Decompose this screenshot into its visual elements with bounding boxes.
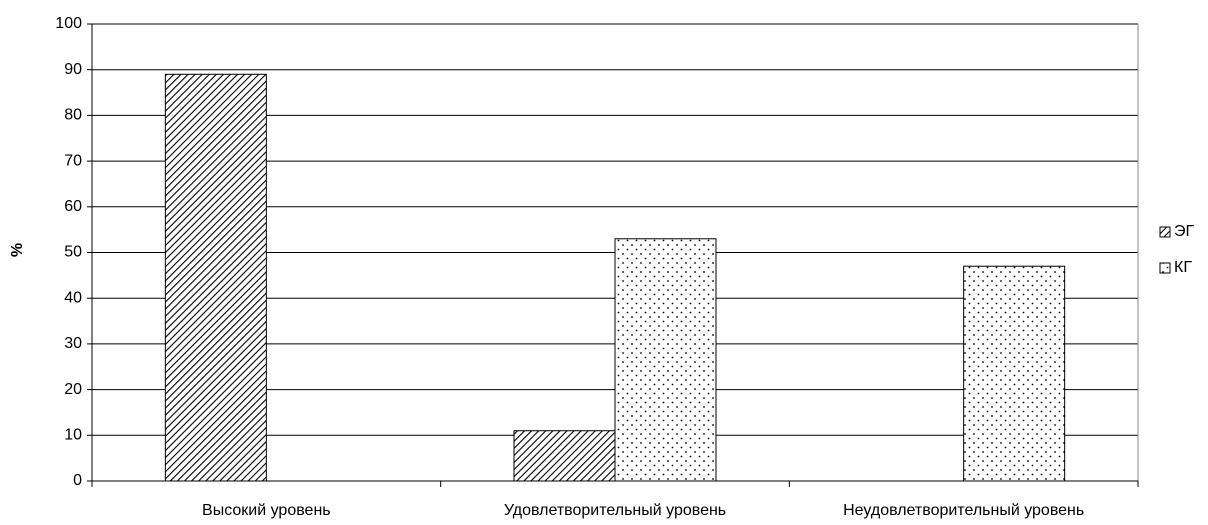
y-tick-label: 40 <box>64 289 82 306</box>
legend-label: КГ <box>1174 259 1192 276</box>
x-tick-label: Неудовлетворительный уровень <box>843 502 1084 519</box>
y-tick-label: 10 <box>64 427 82 444</box>
x-tick-label: Удовлетворительный уровень <box>504 502 726 519</box>
legend-label: ЭГ <box>1174 223 1195 240</box>
y-tick-label: 100 <box>55 15 82 32</box>
legend-swatch <box>1159 262 1171 274</box>
y-tick-label: 20 <box>64 381 82 398</box>
bar <box>963 265 1066 482</box>
y-tick-label: 90 <box>64 61 82 78</box>
y-tick-label: 60 <box>64 198 82 215</box>
y-tick-label: 0 <box>73 472 82 489</box>
y-tick-label: 80 <box>64 107 82 124</box>
y-tick-label: 30 <box>64 335 82 352</box>
bar <box>513 430 616 482</box>
bar <box>164 73 267 482</box>
legend-swatch <box>1159 226 1171 238</box>
y-axis-label: % <box>9 243 26 257</box>
y-tick-label: 70 <box>64 152 82 169</box>
bar <box>614 238 717 482</box>
x-tick-label: Высокий уровень <box>202 502 331 519</box>
y-tick-label: 50 <box>64 244 82 261</box>
